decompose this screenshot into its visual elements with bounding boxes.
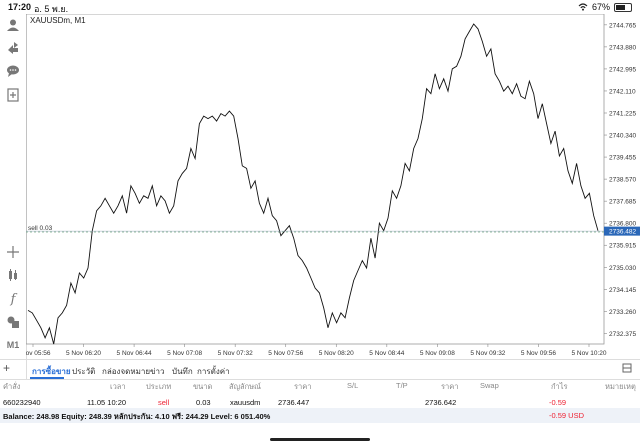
tab-journal[interactable]: บันทึก [172, 367, 193, 376]
price-chart[interactable]: 2744.765 2743.880 2742.995 2742.110 2741.225… [26, 14, 640, 359]
col-volume: ขนาด [193, 382, 213, 391]
objects-icon[interactable] [4, 313, 22, 331]
col-current-price: ราคา [441, 382, 459, 391]
sell-order-label: sell 0.03 [28, 225, 53, 232]
current-price-box [604, 226, 640, 236]
y-tick-label: 2734.145 [609, 287, 636, 294]
y-tick-label: 2737.685 [609, 199, 636, 206]
tab-settings[interactable]: การตั้งค่า [197, 367, 230, 376]
x-tick-label: 5 Nov 10:20 [571, 350, 606, 357]
y-tick-label: 2742.995 [609, 66, 636, 73]
y-tick-label: 2742.110 [609, 88, 636, 95]
col-symbol: สัญลักษณ์ [229, 382, 262, 391]
x-tick-label: 5 Nov 07:08 [167, 350, 202, 357]
layout-icon[interactable] [622, 363, 632, 375]
x-tick-label: 5 Nov 07:56 [268, 350, 303, 357]
tab-trade[interactable]: การซื้อขาย [32, 367, 71, 376]
x-tick-label: 5 Nov 08:20 [319, 350, 354, 357]
function-icon[interactable]: f [10, 291, 16, 307]
y-tick-label: 2738.570 [609, 177, 636, 184]
trade-icon[interactable] [4, 39, 22, 57]
battery-icon [614, 2, 632, 12]
y-tick-label: 2735.030 [609, 265, 636, 272]
y-tick-label: 2733.260 [609, 309, 636, 316]
row-time: 11.05 10:20 [87, 398, 127, 407]
account-summary: Balance: 248.98 Equity: 248.39 หลักประกั… [0, 408, 640, 423]
col-swap: Swap [480, 381, 499, 390]
battery-percent: 67% [591, 2, 610, 12]
x-tick-label: 5 Nov 07:32 [218, 350, 253, 357]
x-tick-label: 5 Nov 09:08 [420, 350, 455, 357]
active-tab-indicator [30, 377, 64, 379]
x-tick-label: 5 Nov 09:56 [521, 350, 556, 357]
y-tick-label: 2736.800 [609, 221, 636, 228]
tab-news[interactable]: ข่าว [150, 367, 165, 376]
status-time: 17:20 [8, 2, 32, 12]
price-line [27, 23, 599, 345]
row-order[interactable]: 660232940 [3, 398, 41, 407]
status-right: 67% [578, 2, 632, 12]
wifi-icon [578, 3, 588, 11]
add-order-icon[interactable]: + [3, 361, 11, 375]
status-bar: 17:20 อ. 5 พ.ย. 67% [0, 0, 640, 14]
y-tick-label: 2732.375 [609, 331, 636, 338]
terminal-tabs: + การซื้อขาย ประวัติ กล่องจดหมาย ข่าว บั… [0, 359, 640, 380]
left-toolbar: f M1 [0, 14, 27, 379]
crosshair-icon[interactable] [4, 243, 22, 261]
row-symbol: xauusdm [230, 398, 261, 407]
x-tick-label: 5 Nov 06:44 [117, 350, 152, 357]
y-tick-label: 2735.915 [609, 243, 636, 250]
y-tick-label: 2743.880 [609, 44, 636, 51]
x-tick-label: 5 Nov 08:44 [369, 350, 404, 357]
x-tick-label: 5 Nov 06:20 [66, 350, 101, 357]
row-volume: 0.03 [196, 398, 211, 407]
row-profit: -0.59 [549, 398, 567, 407]
col-price: ราคา [294, 382, 312, 391]
col-comment: หมายเหตุ [605, 382, 636, 391]
home-area [0, 424, 640, 447]
tab-history[interactable]: ประวัติ [72, 367, 96, 376]
row-open-price: 2736.447 [278, 398, 310, 407]
col-time: เวลา [110, 382, 126, 391]
y-tick-label: 2739.455 [609, 155, 636, 162]
y-tick-label: 2740.340 [609, 133, 636, 140]
person-icon[interactable] [4, 16, 22, 34]
chat-icon[interactable] [4, 62, 22, 80]
tab-mailbox[interactable]: กล่องจดหมาย [102, 367, 151, 376]
balance-line: Balance: 248.98 Equity: 248.39 หลักประกั… [3, 412, 271, 421]
current-price-label: 2736.482 [609, 229, 636, 236]
x-tick-label: 5 Nov 09:32 [470, 350, 505, 357]
col-type: ประเภท [146, 382, 172, 391]
indicator-icon[interactable] [4, 266, 22, 284]
chart-symbol-label: XAUUSDm, M1 [30, 16, 86, 25]
x-tick-label: 5 Nov 05:56 [26, 350, 51, 357]
timeframe-button[interactable]: M1 [6, 340, 20, 350]
plot-frame [26, 14, 605, 345]
total-profit: -0.59 USD [549, 411, 585, 420]
row-type: sell [158, 398, 170, 407]
add-document-icon[interactable] [4, 86, 22, 104]
col-order: คำสั่ง [3, 382, 21, 391]
status-date: อ. 5 พ.ย. [34, 4, 69, 14]
col-tp: T/P [396, 381, 408, 390]
row-current-price: 2736.642 [425, 398, 457, 407]
y-tick-label: 2744.765 [609, 22, 636, 29]
col-sl: S/L [347, 381, 359, 390]
col-profit: กำไร [551, 382, 568, 391]
home-indicator[interactable] [270, 438, 370, 441]
price-chart-svg: 2744.765 2743.880 2742.995 2742.110 2741.225… [26, 14, 640, 357]
y-tick-label: 2741.225 [609, 111, 636, 118]
